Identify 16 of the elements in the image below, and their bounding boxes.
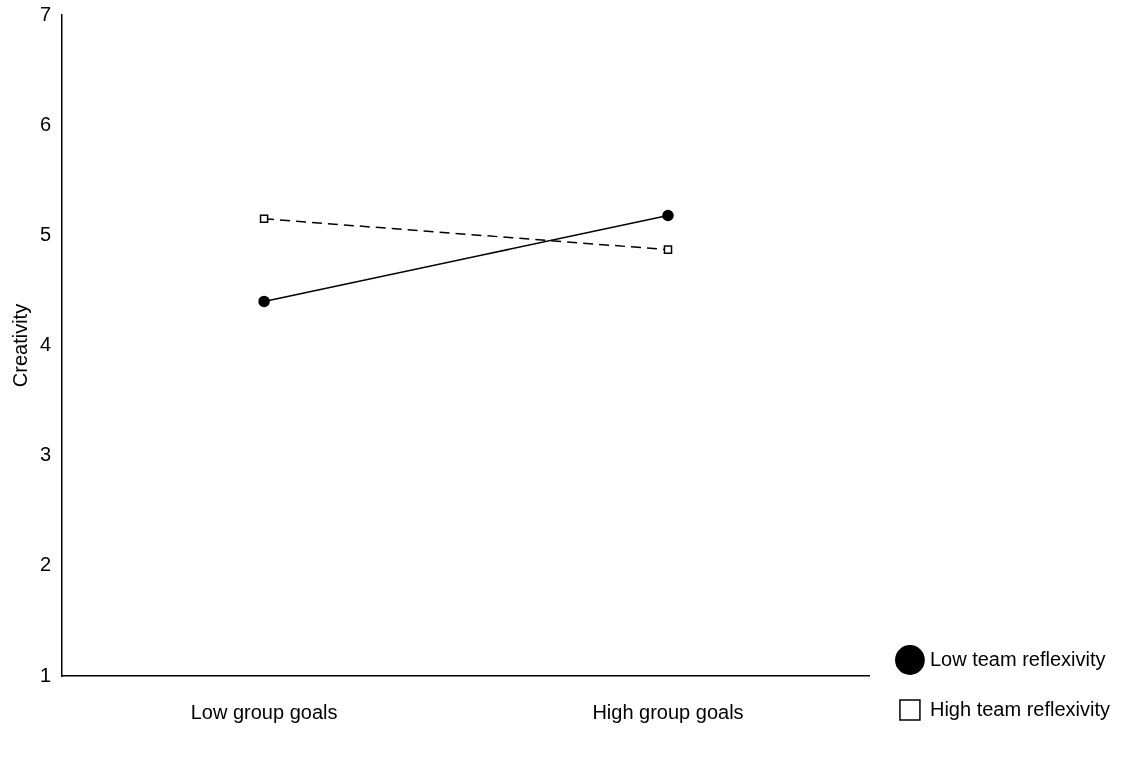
y-tick-label: 6: [40, 112, 52, 135]
point: [259, 214, 269, 224]
y-tick-label: 1: [40, 663, 52, 686]
x-tick-label: Low group goals: [190, 700, 338, 723]
point: [258, 295, 270, 308]
legend-label: High team reflexivity: [929, 697, 1110, 720]
point: [663, 245, 673, 254]
legend-label: Low team reflexivity: [929, 647, 1106, 670]
y-axis-title: Creativity: [8, 303, 31, 388]
point: [662, 209, 674, 222]
y-tick-label: 7: [40, 2, 52, 25]
y-tick-label: 5: [40, 222, 52, 245]
y-tick-label: 2: [40, 553, 52, 576]
y-tick-label: 3: [40, 443, 52, 466]
x-tick-label: High group goals: [592, 700, 744, 723]
y-tick-label: 4: [40, 333, 52, 356]
